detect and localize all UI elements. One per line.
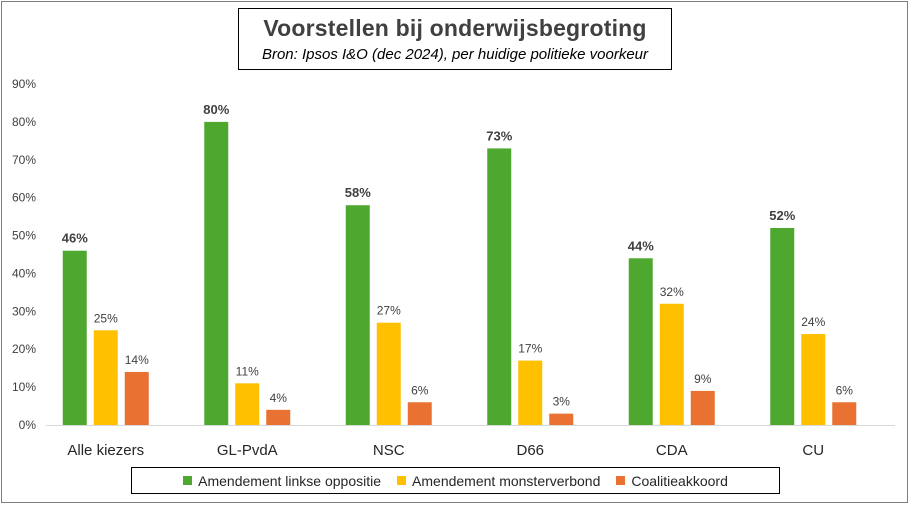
bar <box>235 383 260 425</box>
legend-item-linkse-oppositie: Amendement linkse oppositie <box>183 473 381 489</box>
chart-title: Voorstellen bij onderwijsbegroting <box>263 15 647 41</box>
x-tick-label: CU <box>802 442 824 459</box>
legend-swatch <box>616 476 626 485</box>
data-label: 14% <box>125 353 149 367</box>
y-tick-label: 10% <box>12 380 36 394</box>
chart-subtitle: Bron: Ipsos I&O (dec 2024), per huidige … <box>261 46 649 63</box>
data-label: 17% <box>518 342 542 356</box>
y-tick-label: 70% <box>12 153 36 167</box>
bar <box>690 390 715 425</box>
data-label: 6% <box>411 383 429 397</box>
x-tick-label: NSC <box>373 442 405 459</box>
y-tick-label: 40% <box>12 266 36 280</box>
bar <box>266 409 291 425</box>
data-label: 4% <box>270 391 288 405</box>
data-label: 24% <box>801 315 825 329</box>
y-tick-label: 30% <box>12 304 36 318</box>
bar <box>62 250 87 425</box>
data-label: 52% <box>769 208 795 223</box>
x-tick-label: CDA <box>656 442 688 459</box>
data-label: 32% <box>660 285 684 299</box>
y-tick-label: 0% <box>19 418 37 432</box>
y-tick-label: 90% <box>12 77 36 91</box>
y-tick-label: 60% <box>12 191 36 205</box>
data-label: 6% <box>836 383 854 397</box>
bar <box>549 413 574 425</box>
legend-label: Coalitieakkoord <box>631 472 728 489</box>
bar <box>345 205 370 425</box>
data-label: 46% <box>62 231 88 246</box>
bar <box>832 402 857 425</box>
legend-item-monsterverbond: Amendement monsterverbond <box>397 473 600 489</box>
data-label: 80% <box>203 102 229 117</box>
data-label: 58% <box>345 185 371 200</box>
legend-label: Amendement linkse oppositie <box>198 472 382 489</box>
data-label: 3% <box>553 395 571 409</box>
bar <box>376 322 401 425</box>
legend-label: Amendement monsterverbond <box>412 472 601 489</box>
x-tick-label: Alle kiezers <box>67 442 144 459</box>
y-tick-label: 50% <box>12 229 36 243</box>
bar <box>659 303 684 425</box>
x-tick-label: GL-PvdA <box>217 442 278 459</box>
y-tick-label: 80% <box>12 115 36 129</box>
y-tick-label: 20% <box>12 342 36 356</box>
data-label: 9% <box>694 372 712 386</box>
data-label: 44% <box>628 238 654 253</box>
bar <box>628 258 653 425</box>
title-box: Voorstellen bij onderwijsbegroting Bron:… <box>238 8 672 70</box>
bar <box>487 148 512 425</box>
bar <box>801 334 826 425</box>
data-label: 73% <box>486 128 512 143</box>
legend-swatch <box>397 476 407 485</box>
x-tick-label: D66 <box>516 442 544 459</box>
bar <box>124 371 149 425</box>
bar <box>204 121 229 425</box>
legend-swatch <box>183 476 193 485</box>
bar <box>407 402 432 425</box>
bar <box>93 330 118 425</box>
bar <box>770 227 795 425</box>
data-label: 11% <box>236 364 259 378</box>
legend-item-coalitieakkoord: Coalitieakkoord <box>616 473 728 489</box>
legend: Amendement linkse oppositie Amendement m… <box>131 467 780 494</box>
data-label: 27% <box>377 304 401 318</box>
data-label: 25% <box>94 311 118 325</box>
bar <box>518 360 543 425</box>
